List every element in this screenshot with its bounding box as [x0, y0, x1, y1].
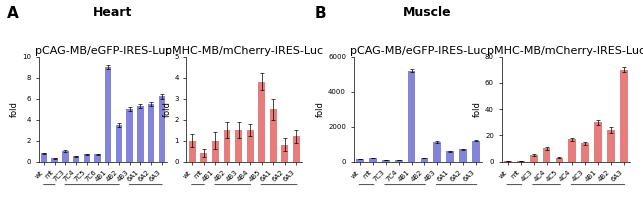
Bar	[581, 143, 589, 162]
Bar	[530, 155, 538, 162]
Bar	[607, 130, 615, 162]
Bar	[594, 122, 602, 162]
Bar	[95, 154, 101, 162]
Y-axis label: fold: fold	[473, 101, 482, 117]
Bar	[62, 151, 69, 162]
Bar	[395, 160, 403, 162]
Text: Muscle: Muscle	[403, 6, 452, 19]
Bar	[282, 145, 288, 162]
Bar	[201, 153, 207, 162]
Bar	[212, 141, 219, 162]
Bar	[293, 136, 300, 162]
Bar	[51, 158, 58, 162]
Bar	[459, 149, 467, 162]
Y-axis label: fold: fold	[10, 101, 19, 117]
Text: A: A	[6, 6, 18, 21]
Bar	[105, 67, 111, 162]
Bar	[224, 130, 230, 162]
Bar	[421, 158, 428, 162]
Bar	[620, 70, 628, 162]
Bar	[433, 142, 441, 162]
Bar	[159, 97, 165, 162]
Title: pMHC-MB/mCherry-IRES-Luc: pMHC-MB/mCherry-IRES-Luc	[487, 46, 643, 56]
Bar	[408, 70, 415, 162]
Title: pMHC-MB/mCherry-IRES-Luc: pMHC-MB/mCherry-IRES-Luc	[165, 46, 323, 56]
Bar	[247, 130, 253, 162]
Bar	[382, 160, 390, 162]
Bar	[472, 141, 480, 162]
Bar	[148, 104, 154, 162]
Bar	[517, 161, 525, 162]
Y-axis label: fold: fold	[163, 101, 172, 117]
Bar	[189, 141, 195, 162]
Bar	[504, 161, 512, 162]
Bar	[446, 151, 454, 162]
Bar	[116, 125, 122, 162]
Bar	[41, 153, 47, 162]
Text: B: B	[315, 6, 327, 21]
Bar	[235, 130, 242, 162]
Bar	[73, 156, 79, 162]
Bar	[258, 82, 265, 162]
Y-axis label: fold: fold	[316, 101, 325, 117]
Bar	[568, 139, 576, 162]
Bar	[543, 148, 550, 162]
Bar	[270, 109, 276, 162]
Bar	[369, 158, 377, 162]
Title: pCAG-MB/eGFP-IRES-Luc: pCAG-MB/eGFP-IRES-Luc	[350, 46, 486, 56]
Bar	[137, 106, 143, 162]
Bar	[127, 109, 133, 162]
Bar	[556, 158, 563, 162]
Text: Heart: Heart	[93, 6, 132, 19]
Title: pCAG-MB/eGFP-IRES-Luc: pCAG-MB/eGFP-IRES-Luc	[35, 46, 171, 56]
Bar	[356, 159, 364, 162]
Bar	[84, 154, 90, 162]
